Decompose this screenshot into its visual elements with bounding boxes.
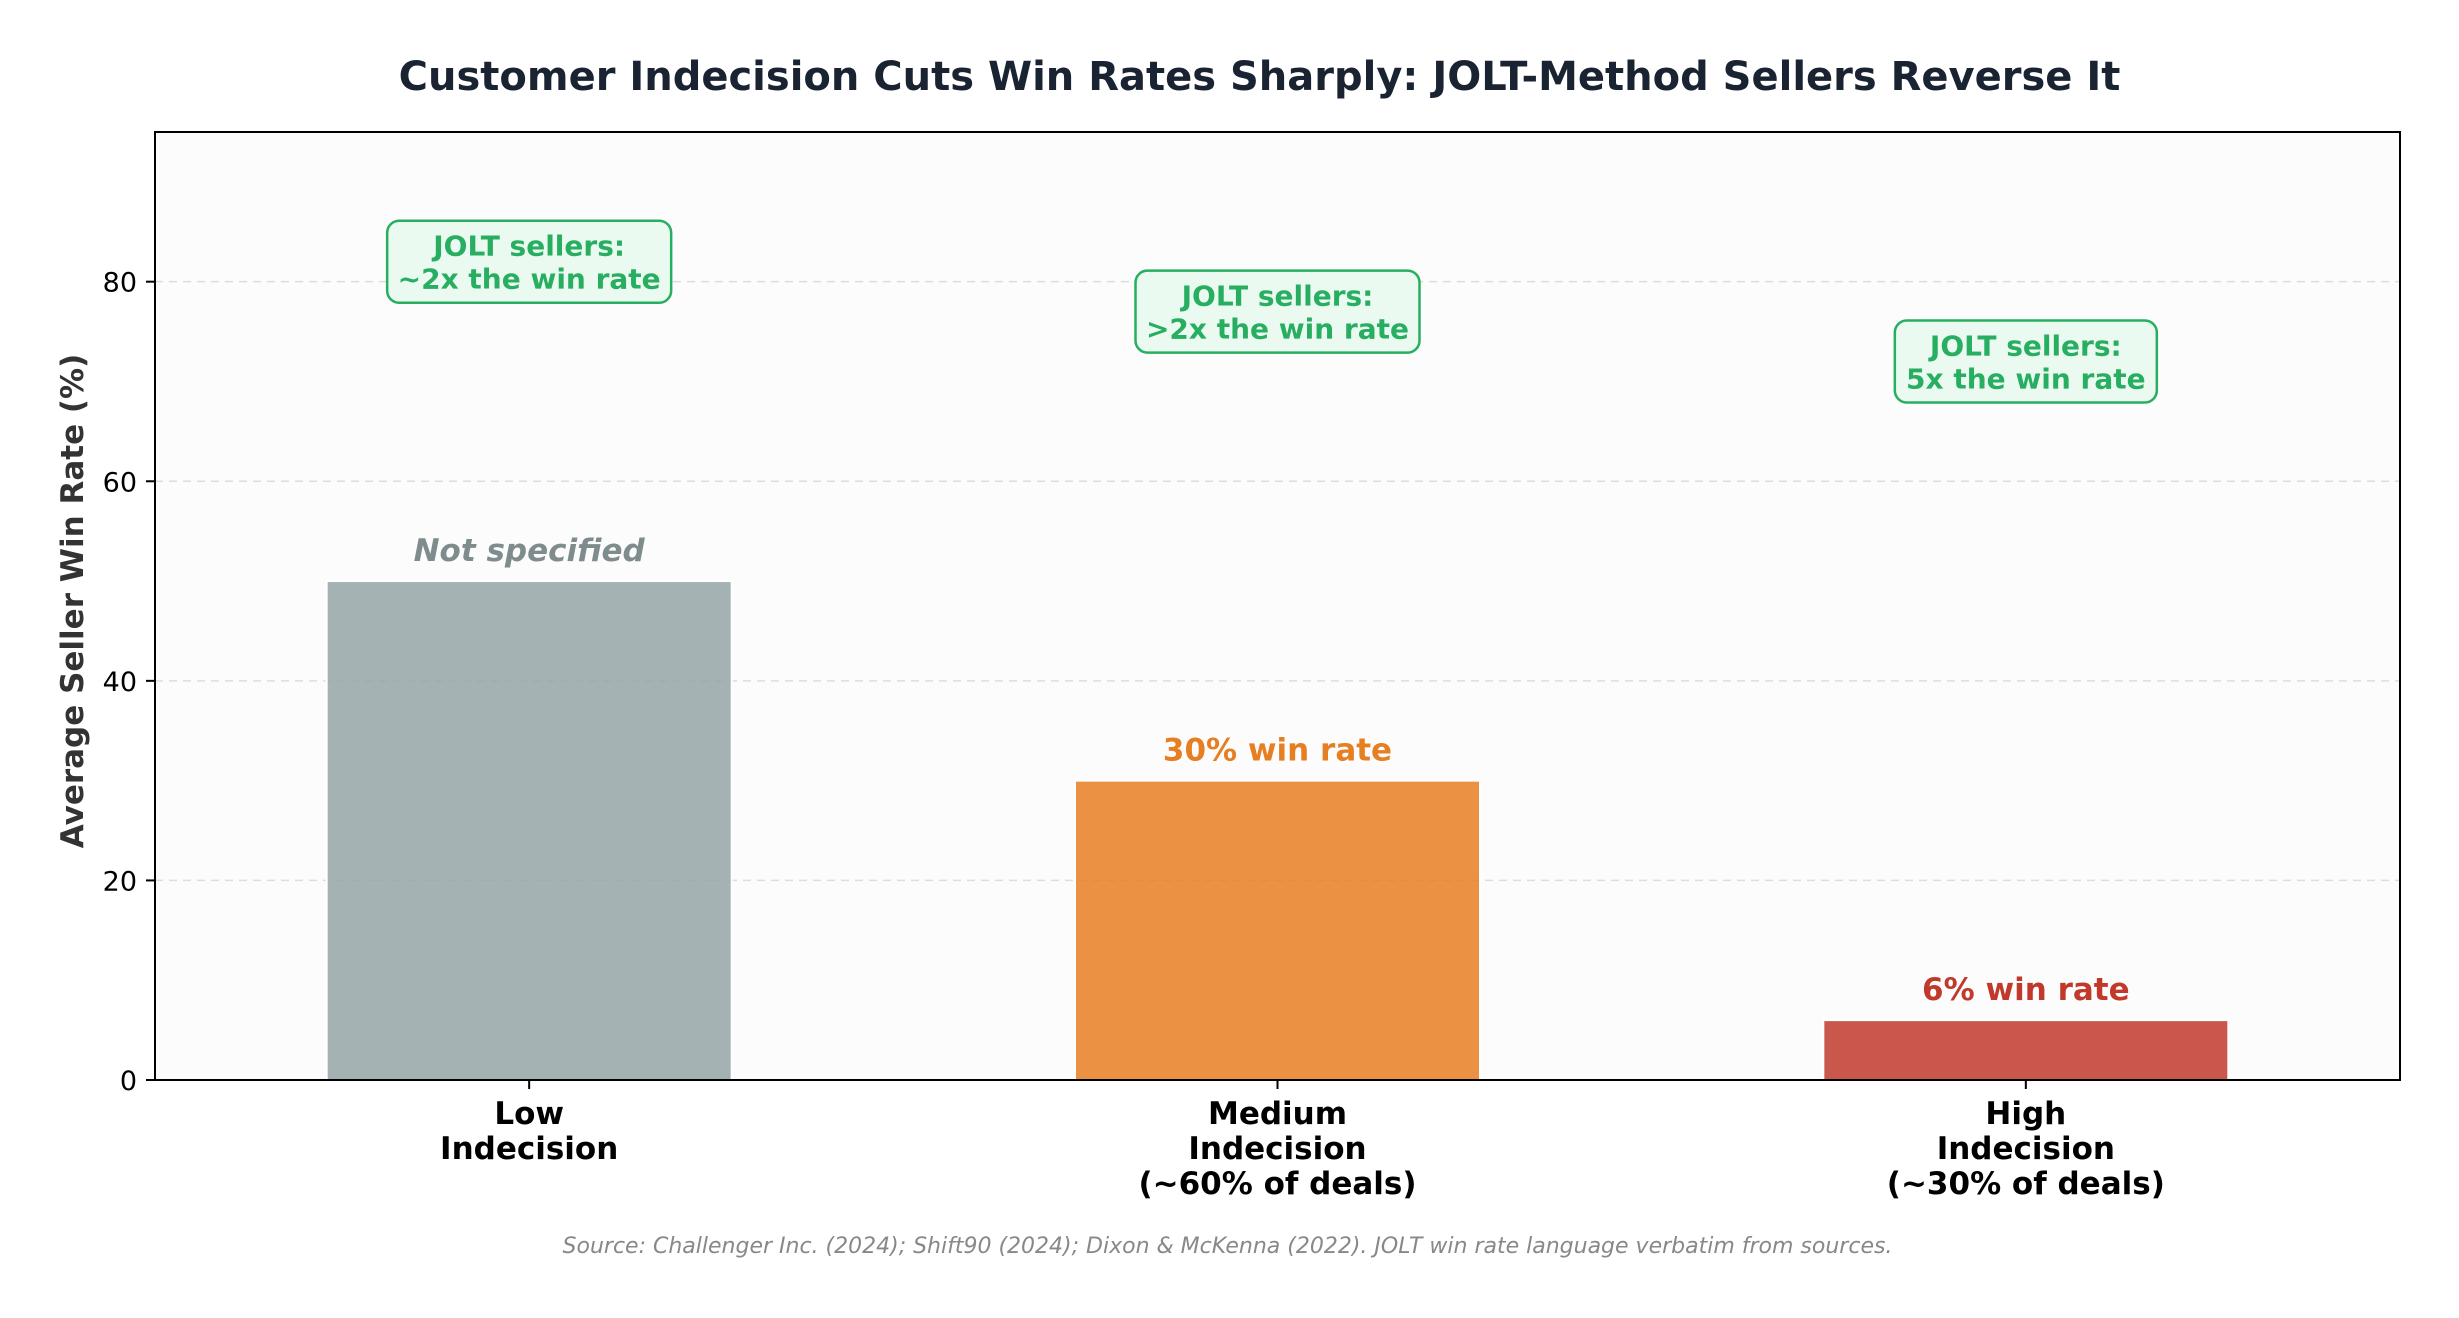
x-tick-label-line: (~30% of deals)	[1887, 1166, 2165, 1202]
x-tick-label-line: Indecision	[1937, 1131, 2115, 1167]
bar	[1074, 779, 1481, 1081]
annotation-text: JOLT sellers:	[1928, 330, 2122, 363]
x-tick-label-line: Low	[494, 1096, 564, 1132]
y-tick-label: 60	[103, 467, 137, 498]
chart-title: Customer Indecision Cuts Win Rates Sharp…	[399, 54, 2121, 100]
x-tick-label-line: High	[1985, 1096, 2066, 1132]
x-tick-label-line: Indecision	[440, 1131, 618, 1167]
y-tick-label: 20	[103, 866, 137, 897]
annotation-frame	[1134, 269, 1421, 354]
annotation-text: ~2x the win rate	[398, 263, 661, 296]
x-tick-label-line: (~60% of deals)	[1138, 1166, 1416, 1202]
y-tick-label: 40	[103, 667, 137, 698]
annotation-box: JOLT sellers:~2x the win rate	[385, 219, 673, 304]
annotation-frame	[385, 219, 673, 304]
value-label: Not specified	[414, 533, 646, 569]
x-tick-label-line: Indecision	[1188, 1131, 1366, 1167]
annotation-text: JOLT sellers:	[1180, 280, 1374, 313]
y-tick-label: 80	[103, 268, 137, 299]
value-label: 6% win rate	[1922, 972, 2130, 1008]
source-note: Source: Challenger Inc. (2024); Shift90 …	[563, 1234, 1893, 1259]
y-axis-label: Average Seller Win Rate (%)	[55, 354, 91, 849]
value-labels: Not specified 30% win rate 6% win rate	[414, 533, 2130, 1008]
x-tick-label-line: Medium	[1208, 1096, 1347, 1132]
annotation-text: 5x the win rate	[1906, 363, 2146, 396]
bar	[1822, 1019, 2230, 1082]
y-axis-ticks: 0 20 40 60 80	[103, 268, 155, 1097]
value-label: 30% win rate	[1163, 733, 1392, 769]
annotation-frame	[1893, 319, 2159, 404]
annotation-box: JOLT sellers:5x the win rate	[1893, 319, 2159, 404]
bar	[325, 580, 733, 1081]
bars	[325, 580, 2230, 1082]
annotation-text: JOLT sellers:	[431, 230, 625, 263]
y-tick-label: 0	[120, 1066, 137, 1097]
annotation-text: >2x the win rate	[1146, 313, 1409, 346]
annotation-box: JOLT sellers:>2x the win rate	[1134, 269, 1421, 354]
